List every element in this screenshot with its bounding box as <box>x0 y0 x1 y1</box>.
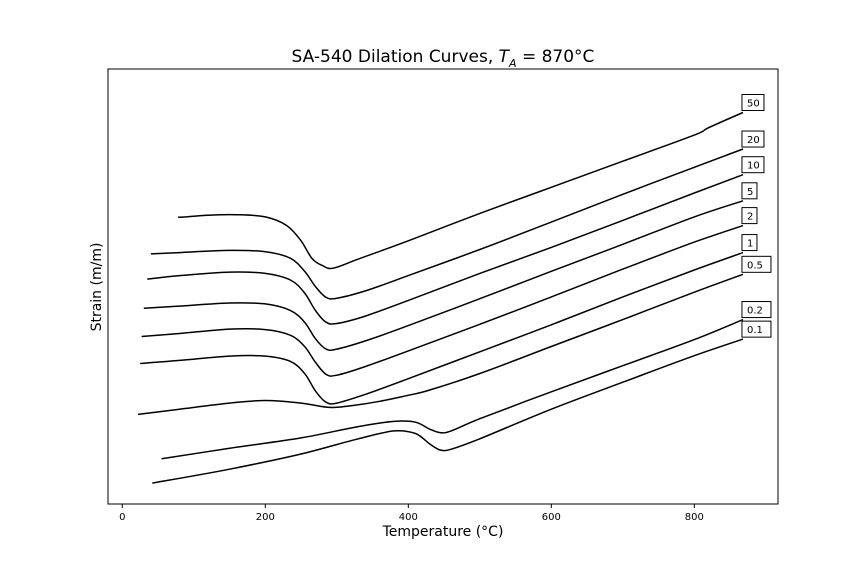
series-line-5 <box>143 200 744 352</box>
series-line-20 <box>150 148 744 300</box>
series-line-10 <box>147 173 744 325</box>
series-line-2 <box>141 224 744 377</box>
series-label-text: 50 <box>747 99 760 110</box>
x-axis-ticks: 0 200 400 600 800 <box>119 504 704 523</box>
series-label-box <box>741 130 765 148</box>
series-label-box <box>741 94 765 111</box>
series-label-2: 2 <box>741 207 758 225</box>
x-tick-label: 0 <box>119 512 125 523</box>
chart-title: SA-540 Dilation Curves, TA = 870°C <box>292 47 595 70</box>
series-label-box <box>741 234 758 252</box>
series-label-50: 50 <box>741 94 765 111</box>
series-label-text: 1 <box>747 239 753 250</box>
series-line-0.5 <box>137 273 744 416</box>
series-label-box <box>741 182 758 200</box>
series-label-1: 1 <box>741 234 758 252</box>
x-axis-label: Temperature (°C) <box>382 524 504 540</box>
series-label-box <box>741 156 765 174</box>
y-axis-label: Strain (m/m) <box>89 243 105 332</box>
series-label-0.2: 0.2 <box>741 301 772 319</box>
series-label-box <box>741 320 772 338</box>
series-label-text: 5 <box>747 187 753 198</box>
series-label-box <box>741 207 758 225</box>
series-label-text: 0.5 <box>747 260 763 271</box>
series-label-text: 10 <box>747 161 760 172</box>
x-tick-label: 600 <box>542 512 561 523</box>
series-label-text: 0.1 <box>747 325 763 336</box>
series-label-box <box>741 255 772 273</box>
series-label-0.5: 0.5 <box>741 255 772 273</box>
plot-frame <box>107 68 779 505</box>
x-tick-label: 800 <box>685 512 704 523</box>
series-line-1 <box>140 251 744 405</box>
series-label-text: 0.2 <box>747 306 763 317</box>
series-line-50 <box>178 111 744 270</box>
series-label-text: 2 <box>747 212 753 223</box>
series-label-5: 5 <box>741 182 758 200</box>
series-label-box <box>741 301 772 319</box>
series-label-20: 20 <box>741 130 765 148</box>
series-label-0.1: 0.1 <box>741 320 772 338</box>
x-tick-label: 200 <box>256 512 275 523</box>
series-line-0.1 <box>152 338 744 484</box>
plot-area: 50 20 10 5 2 1 0.5 0.2 0.1 <box>137 94 772 484</box>
series-line-0.2 <box>161 318 744 460</box>
x-tick-label: 400 <box>399 512 418 523</box>
series-label-text: 20 <box>747 135 760 146</box>
series-label-10: 10 <box>741 156 765 174</box>
